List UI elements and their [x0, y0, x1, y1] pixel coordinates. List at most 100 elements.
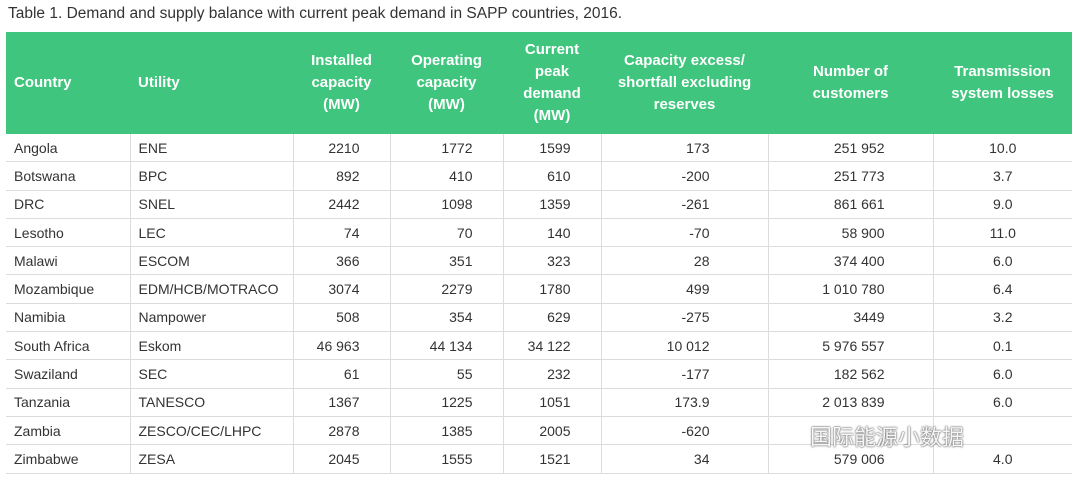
- table-cell: Malawi: [6, 246, 131, 276]
- header-cell: Installed capacity (MW): [293, 32, 390, 134]
- table-cell: 3074: [292, 274, 391, 304]
- table-cell: 34: [600, 444, 769, 474]
- table-cell: 1225: [389, 388, 504, 417]
- table-cell: Eskom: [129, 331, 294, 361]
- table-cell: 74: [292, 218, 391, 248]
- table-row: Botswana BPC 892 410 610 -200 251 773 3.7: [6, 161, 1072, 191]
- table-cell: 10.0: [932, 134, 1072, 163]
- table-cell: 1521: [502, 444, 602, 474]
- table-cell: 55: [389, 359, 504, 389]
- table-cell: 1599: [502, 134, 602, 163]
- table-cell: 6.0: [932, 359, 1072, 389]
- header-cell: Operating capacity (MW): [390, 32, 503, 134]
- table-cell: 610: [502, 161, 602, 191]
- table-cell: 34 122: [502, 331, 602, 361]
- table-row: Mozambique EDM/HCB/MOTRACO 3074 2279 1780 499…: [6, 274, 1072, 304]
- table-row: Lesotho LEC 74 70 140 -70 58 900 11.0: [6, 218, 1072, 248]
- header-row: Country Utility Installed capacity (MW) Ope…: [6, 32, 1072, 134]
- table-cell: 1051: [502, 388, 602, 417]
- header-cell: Country: [6, 32, 130, 134]
- table-cell: -261: [600, 190, 769, 219]
- table-cell: 173: [600, 134, 769, 163]
- watermark: 国际能源小数据: [810, 425, 965, 450]
- table-cell: 6.0: [932, 246, 1072, 276]
- table-row: Tanzania TANESCO 1367 1225 1051 173.9 2 013 83…: [6, 388, 1072, 417]
- table-cell: 2210: [292, 134, 391, 163]
- header-cell: Transmission system losses: [933, 32, 1072, 134]
- table-cell: 182 562: [767, 359, 934, 389]
- table-cell: -275: [600, 303, 769, 333]
- table-cell: 892: [292, 161, 391, 191]
- table-title: Table 1. Demand and supply balance with …: [8, 5, 623, 22]
- table-row: Zambia ZESCO/CEC/LHPC 2878 1385 2005 -620: [6, 416, 1072, 446]
- table-cell: ZESCO/CEC/LHPC: [129, 416, 294, 446]
- table-cell: Namibia: [6, 303, 131, 333]
- table-cell: Lesotho: [6, 218, 131, 248]
- table-cell: 1555: [389, 444, 504, 474]
- table-cell: 2279: [389, 274, 504, 304]
- table-row: Swaziland SEC 61 55 232 -177 182 562 6.0: [6, 359, 1072, 389]
- table-body: Angola ENE 2210 1772 1599 173 251 952 10.0 Botsw…: [6, 134, 1072, 474]
- table-cell: 10 012: [600, 331, 769, 361]
- table-cell: 1780: [502, 274, 602, 304]
- table-cell: 6.0: [932, 388, 1072, 417]
- table-row: Angola ENE 2210 1772 1599 173 251 952 10.0: [6, 134, 1072, 163]
- table-cell: 1772: [389, 134, 504, 163]
- table-cell: SEC: [129, 359, 294, 389]
- table-cell: [767, 416, 934, 446]
- table-cell: 70: [389, 218, 504, 248]
- table-cell: 140: [502, 218, 602, 248]
- table-cell: ESCOM: [129, 246, 294, 276]
- table-cell: 508: [292, 303, 391, 333]
- header-cell: Current peak demand (MW): [503, 32, 601, 134]
- table-cell: [932, 416, 1072, 446]
- table-cell: 354: [389, 303, 504, 333]
- table-cell: 861 661: [767, 190, 934, 219]
- table-cell: 5 976 557: [767, 331, 934, 361]
- table-cell: 629: [502, 303, 602, 333]
- header-cell: Capacity excess/ shortfall excluding res…: [601, 32, 768, 134]
- table-cell: 3449: [767, 303, 934, 333]
- table-cell: 0.1: [932, 331, 1072, 361]
- table-cell: 1367: [292, 388, 391, 417]
- table-cell: 3.2: [932, 303, 1072, 333]
- table-row: Malawi ESCOM 366 351 323 28 374 400 6.0: [6, 246, 1072, 276]
- header-cell: Number of customers: [768, 32, 933, 134]
- table-cell: 1359: [502, 190, 602, 219]
- table-cell: ENE: [129, 134, 294, 163]
- table-cell: BPC: [129, 161, 294, 191]
- table-cell: Mozambique: [6, 274, 131, 304]
- table-row: South Africa Eskom 46 963 44 134 34 122 10 01…: [6, 331, 1072, 361]
- table-cell: 61: [292, 359, 391, 389]
- table-cell: 28: [600, 246, 769, 276]
- table-cell: 173.9: [600, 388, 769, 417]
- table-cell: Botswana: [6, 161, 131, 191]
- table-cell: Swaziland: [6, 359, 131, 389]
- table-cell: Zambia: [6, 416, 131, 446]
- table-cell: 4.0: [932, 444, 1072, 474]
- table-cell: 351: [389, 246, 504, 276]
- table-row: Namibia Nampower 508 354 629 -275 3449 3.2: [6, 303, 1072, 333]
- table-cell: 499: [600, 274, 769, 304]
- table-cell: 1 010 780: [767, 274, 934, 304]
- table-cell: 2442: [292, 190, 391, 219]
- table-cell: Zimbabwe: [6, 444, 131, 474]
- table-cell: SNEL: [129, 190, 294, 219]
- table-cell: 366: [292, 246, 391, 276]
- table-row: DRC SNEL 2442 1098 1359 -261 861 661 9.0: [6, 190, 1072, 219]
- table-cell: 44 134: [389, 331, 504, 361]
- data-table: Country Utility Installed capacity (MW) Ope…: [6, 32, 1072, 474]
- table-cell: -70: [600, 218, 769, 248]
- table-cell: -620: [600, 416, 769, 446]
- table-cell: 251 952: [767, 134, 934, 163]
- table-cell: 2878: [292, 416, 391, 446]
- table-cell: 3.7: [932, 161, 1072, 191]
- table-cell: TANESCO: [129, 388, 294, 417]
- table-cell: DRC: [6, 190, 131, 219]
- table-cell: Angola: [6, 134, 131, 163]
- table-cell: Nampower: [129, 303, 294, 333]
- table-cell: 9.0: [932, 190, 1072, 219]
- table-cell: 374 400: [767, 246, 934, 276]
- table-cell: 2005: [502, 416, 602, 446]
- table-cell: 323: [502, 246, 602, 276]
